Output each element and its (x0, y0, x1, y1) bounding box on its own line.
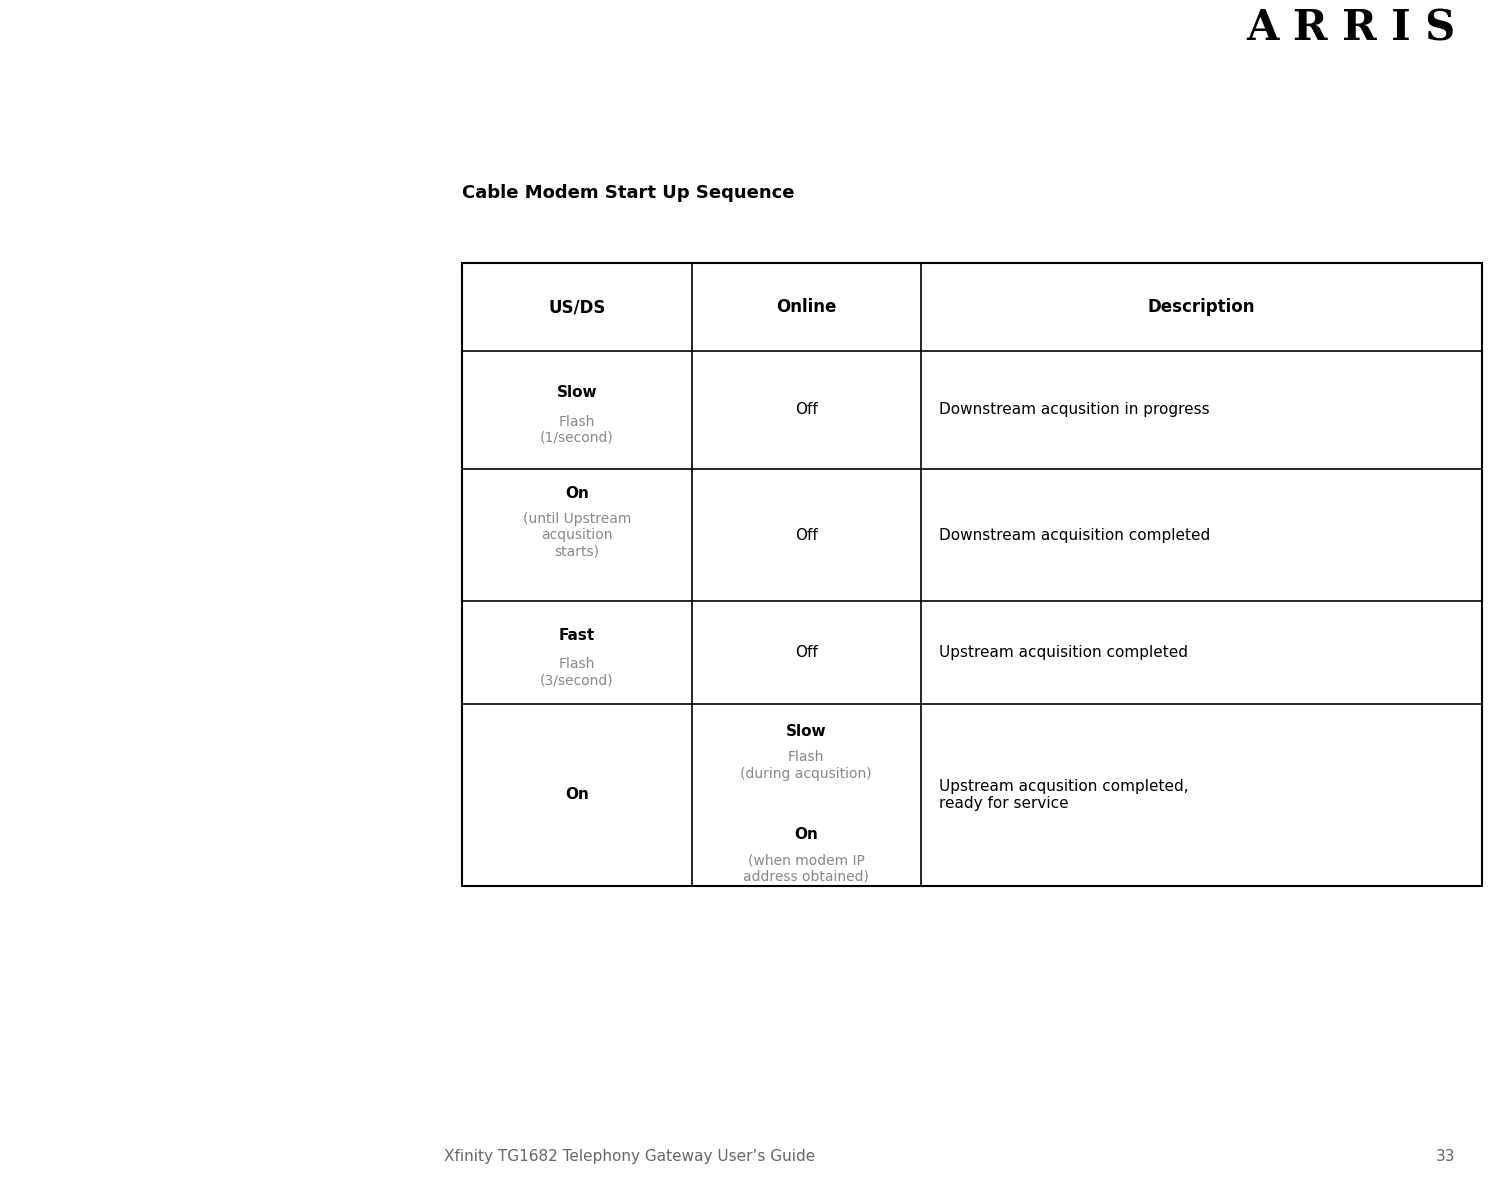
Text: Off: Off (795, 528, 818, 543)
Text: Slow: Slow (786, 724, 826, 739)
Text: Upstream acquisition completed: Upstream acquisition completed (939, 645, 1188, 661)
Text: Safety: Safety (69, 94, 118, 108)
Text: (when modem IP
address obtained): (when modem IP address obtained) (744, 854, 868, 884)
Text: Started: Started (252, 107, 310, 121)
Text: Downstream acquisition completed: Downstream acquisition completed (939, 528, 1210, 543)
Text: (until Upstream
acqusition
starts): (until Upstream acqusition starts) (522, 512, 632, 559)
Text: Installation: Installation (424, 107, 513, 121)
Text: Flash
(3/second): Flash (3/second) (540, 657, 614, 687)
Text: Off: Off (795, 403, 818, 417)
Text: On: On (566, 487, 588, 501)
Text: Slow: Slow (556, 385, 597, 399)
Text: Troubleshooting: Troubleshooting (1155, 94, 1282, 108)
Text: US/DS: US/DS (548, 299, 606, 317)
Text: Online: Online (776, 299, 837, 317)
Text: On: On (566, 788, 588, 802)
Text: Battery: Battery (440, 76, 498, 90)
Text: Cable Modem Start Up Sequence: Cable Modem Start Up Sequence (462, 185, 795, 203)
Text: Installation: Installation (612, 94, 701, 108)
Text: On: On (795, 826, 818, 842)
Text: A R R I S: A R R I S (1245, 7, 1455, 50)
Text: Description: Description (1148, 299, 1256, 317)
Text: Downstream acqusition in progress: Downstream acqusition in progress (939, 403, 1209, 417)
Text: Fast: Fast (558, 627, 596, 643)
Text: 33: 33 (1436, 1149, 1455, 1164)
Text: Configuration: Configuration (790, 107, 897, 121)
Text: Ethernet: Ethernet (810, 76, 877, 90)
Text: Glossary: Glossary (1372, 94, 1440, 108)
Text: Upstream acqusition completed,
ready for service: Upstream acqusition completed, ready for… (939, 779, 1188, 812)
Text: Off: Off (795, 645, 818, 661)
Text: Xfinity TG1682 Telephony Gateway User’s Guide: Xfinity TG1682 Telephony Gateway User’s … (444, 1149, 816, 1164)
Bar (462, 263, 1482, 886)
Text: Getting: Getting (252, 76, 310, 90)
Text: Flash
(during acqusition): Flash (during acqusition) (741, 751, 872, 781)
Text: Flash
(1/second): Flash (1/second) (540, 415, 614, 445)
Text: Usage: Usage (1007, 94, 1056, 108)
